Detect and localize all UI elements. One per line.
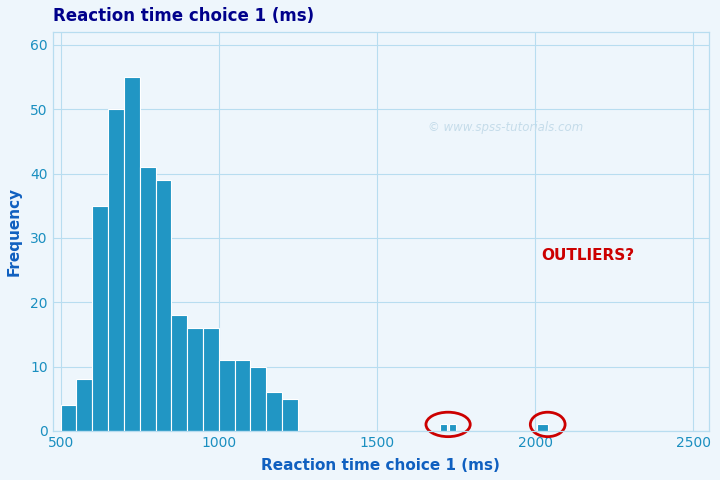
Bar [76, 379, 92, 431]
Bar [219, 360, 235, 431]
Bar [266, 392, 282, 431]
Bar [124, 77, 140, 431]
Bar [92, 206, 108, 431]
Bar [235, 360, 251, 431]
Bar [60, 405, 76, 431]
Text: Reaction time choice 1 (ms): Reaction time choice 1 (ms) [53, 7, 314, 25]
Text: OUTLIERS?: OUTLIERS? [541, 248, 634, 263]
Bar [251, 367, 266, 431]
Bar [203, 328, 219, 431]
Bar [449, 424, 456, 431]
Bar [440, 424, 447, 431]
Bar [282, 399, 298, 431]
Bar [140, 167, 156, 431]
Bar [536, 424, 548, 431]
Bar [187, 328, 203, 431]
Bar [156, 180, 171, 431]
Text: © www.spss-tutorials.com: © www.spss-tutorials.com [428, 121, 583, 134]
Bar [108, 109, 124, 431]
Bar [171, 315, 187, 431]
Y-axis label: Frequency: Frequency [7, 187, 22, 276]
X-axis label: Reaction time choice 1 (ms): Reaction time choice 1 (ms) [261, 458, 500, 473]
